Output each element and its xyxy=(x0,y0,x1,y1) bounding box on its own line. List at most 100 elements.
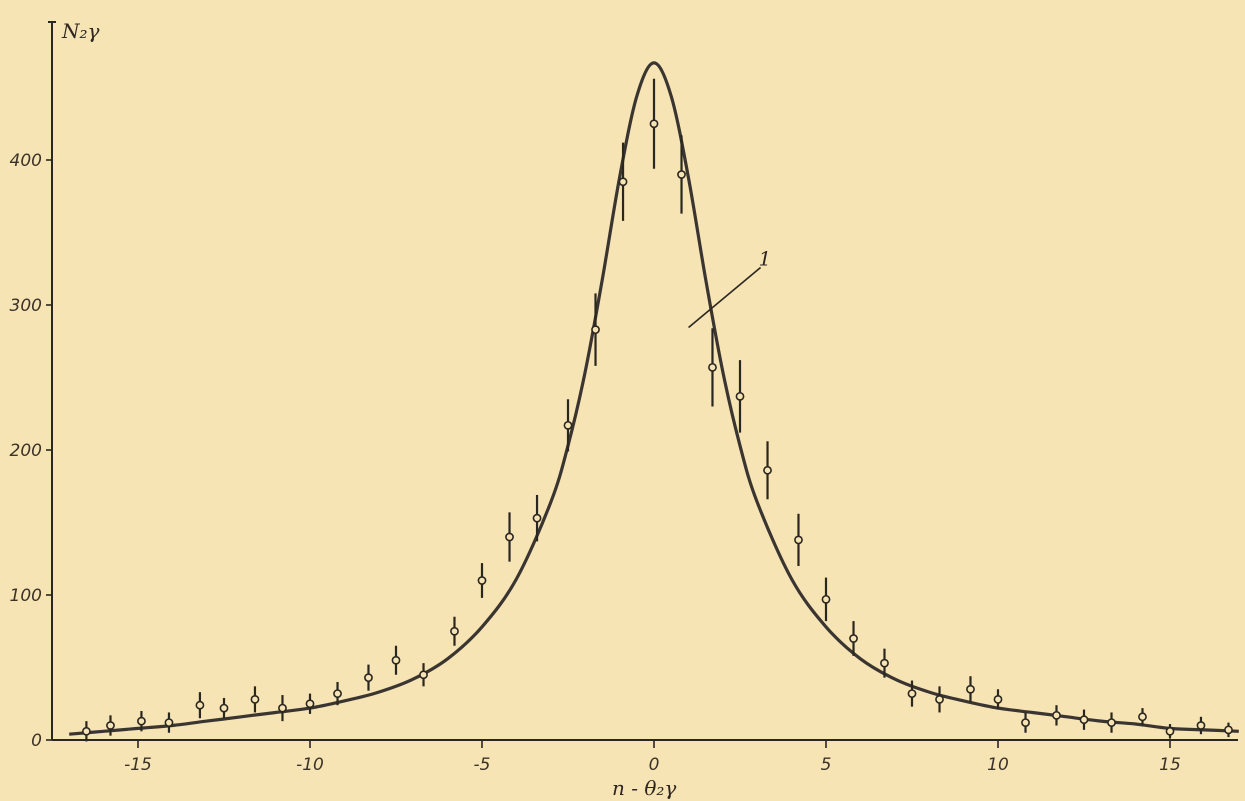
data-marker xyxy=(880,658,889,668)
data-point xyxy=(907,680,917,707)
x-ticks: -15 -10 -5 0 5 10 15 xyxy=(124,740,1181,775)
data-marker xyxy=(419,670,428,680)
data-marker xyxy=(591,325,600,335)
data-point xyxy=(364,664,373,691)
y-tick-label: 100 xyxy=(10,586,42,606)
data-point xyxy=(532,494,542,542)
x-tick-label: -10 xyxy=(296,755,324,775)
data-marker xyxy=(794,535,803,545)
curve-label-leader-line xyxy=(688,266,762,329)
y-tick-label: 200 xyxy=(10,441,42,461)
data-point xyxy=(1107,712,1116,733)
data-point xyxy=(419,663,428,687)
data-marker xyxy=(677,170,686,179)
data-point xyxy=(1079,709,1089,730)
data-marker xyxy=(1138,712,1147,722)
data-point xyxy=(1224,722,1233,738)
data-marker xyxy=(735,391,745,401)
axes xyxy=(48,21,1238,741)
data-marker xyxy=(763,465,772,475)
data-point xyxy=(849,621,858,656)
data-point xyxy=(195,692,205,719)
data-marker xyxy=(563,420,573,430)
data-point xyxy=(735,360,745,433)
x-tick-label: 0 xyxy=(649,755,660,775)
x-tick-label: 15 xyxy=(1159,755,1181,775)
data-marker xyxy=(993,695,1003,704)
data-marker xyxy=(364,673,373,683)
data-point xyxy=(164,712,174,733)
data-marker xyxy=(391,655,401,665)
data-marker xyxy=(1052,710,1061,720)
data-point xyxy=(1021,712,1030,733)
data-marker xyxy=(1021,718,1030,727)
data-point xyxy=(880,648,889,678)
data-point xyxy=(966,676,975,703)
data-point xyxy=(505,512,514,562)
data-marker xyxy=(333,689,342,698)
data-marker xyxy=(219,703,229,713)
x-tick-label: -15 xyxy=(124,755,152,775)
data-marker xyxy=(450,626,459,636)
data-marker xyxy=(1224,725,1233,735)
data-marker xyxy=(966,684,975,694)
data-point xyxy=(250,686,260,713)
data-point xyxy=(219,697,229,719)
data-marker xyxy=(935,695,944,704)
data-point xyxy=(935,686,944,713)
data-point xyxy=(1138,708,1147,726)
curve-label: 1 xyxy=(759,247,772,271)
data-point xyxy=(794,513,803,566)
data-point xyxy=(333,682,342,706)
data-marker xyxy=(1165,726,1175,736)
data-points-layer xyxy=(82,78,1233,742)
data-marker xyxy=(1079,715,1089,725)
data-marker xyxy=(164,718,174,727)
data-marker xyxy=(708,362,717,372)
y-ticks: 0 100 200 300 400 xyxy=(10,151,52,751)
data-point xyxy=(1165,724,1175,739)
data-marker xyxy=(137,716,146,726)
data-point xyxy=(708,328,717,407)
x-tick-label: -5 xyxy=(474,755,491,775)
data-marker xyxy=(250,695,260,704)
data-marker xyxy=(849,634,858,643)
y-tick-label: 300 xyxy=(10,296,42,316)
x-tick-label: 5 xyxy=(821,755,832,775)
data-point xyxy=(618,142,628,221)
annotation-layer: 1 xyxy=(688,247,772,329)
data-point xyxy=(305,693,315,714)
data-marker xyxy=(82,726,91,736)
data-point xyxy=(137,711,146,732)
data-point xyxy=(677,135,686,214)
data-marker xyxy=(649,119,659,129)
data-marker xyxy=(1107,718,1116,727)
data-marker xyxy=(821,594,831,604)
data-point xyxy=(763,441,772,500)
data-marker xyxy=(505,532,514,542)
data-point xyxy=(563,399,573,452)
data-marker xyxy=(195,700,205,710)
data-point xyxy=(649,78,659,169)
data-point xyxy=(477,563,487,598)
y-tick-label: 400 xyxy=(10,151,42,171)
x-tick-label: 10 xyxy=(987,755,1009,775)
data-point xyxy=(821,577,831,622)
data-marker xyxy=(532,513,542,523)
data-marker xyxy=(278,703,287,713)
data-point xyxy=(391,645,401,675)
data-point xyxy=(106,715,115,736)
data-marker xyxy=(1196,721,1206,730)
y-tick-label: 0 xyxy=(31,731,42,751)
y-axis-title: N₂γ xyxy=(61,19,100,43)
data-point xyxy=(1196,716,1206,735)
data-marker xyxy=(106,721,115,730)
data-marker xyxy=(907,689,917,698)
data-point xyxy=(278,695,287,722)
data-point xyxy=(450,616,459,646)
data-point xyxy=(993,689,1003,710)
data-marker xyxy=(618,177,628,187)
data-point xyxy=(1052,705,1061,726)
data-point xyxy=(82,721,91,742)
